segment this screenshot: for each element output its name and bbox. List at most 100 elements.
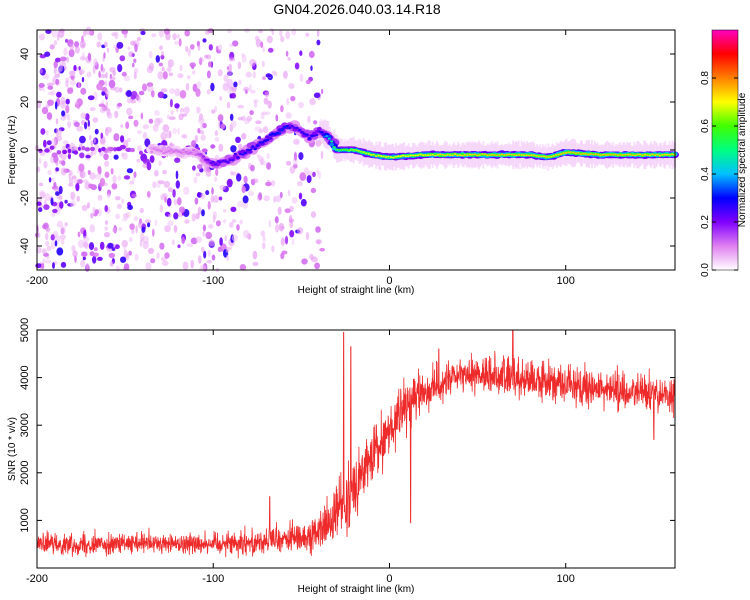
heatmap-ridge-cell xyxy=(342,148,346,151)
heatmap-noise-cell xyxy=(228,56,236,62)
heatmap-noise-cell xyxy=(140,232,145,241)
colorbar: 0.0 0.2 0.4 0.6 0.8 Normalized spectral ampl… xyxy=(700,29,748,277)
heatmap-noise-cell xyxy=(138,90,145,96)
heatmap-noise-cell xyxy=(104,160,110,167)
heatmap-noise-cell xyxy=(54,240,58,247)
heatmap-ridge-cell xyxy=(473,153,476,156)
heatmap-noise-cell xyxy=(86,71,92,78)
heatmap-ridge-cell xyxy=(424,154,427,156)
heatmap-noise-cell xyxy=(125,121,130,129)
heatmap-ridge-cell xyxy=(419,153,422,156)
heatmap-noise-cell xyxy=(126,98,132,104)
heatmap-noise-cell xyxy=(305,231,310,241)
heatmap-noise-cell xyxy=(291,28,297,36)
heatmap-noise-cell xyxy=(287,189,291,196)
heatmap-noise-cell xyxy=(285,160,292,166)
heatmap-noise-cell xyxy=(263,195,270,202)
heatmap-noise-cell xyxy=(38,148,43,153)
heatmap-ridge-cell xyxy=(436,153,439,156)
heatmap-noise-cell xyxy=(71,245,76,252)
heatmap-noise-cell xyxy=(252,261,259,266)
heatmap-noise-cell xyxy=(101,146,106,152)
heatmap-noise-cell xyxy=(87,95,95,101)
heatmap-noise-cell xyxy=(56,150,62,155)
heatmap-ridge-cell xyxy=(251,145,255,148)
heatmap-noise-cell xyxy=(207,249,211,257)
heatmap-ridge-cell xyxy=(456,154,459,157)
heatmap-noise-cell xyxy=(169,98,173,108)
heatmap-ridge-cell xyxy=(651,153,654,156)
heatmap-noise-cell xyxy=(109,261,114,267)
heatmap-noise-cell xyxy=(93,58,98,66)
x-tick-label: 100 xyxy=(557,275,575,287)
heatmap-noise-cell xyxy=(223,208,227,213)
heatmap-ridge-cell xyxy=(310,134,314,138)
heatmap-noise-cell xyxy=(155,55,160,63)
heatmap-noise-cell xyxy=(222,219,227,224)
heatmap-noise-cell xyxy=(103,52,106,59)
heatmap-noise-cell xyxy=(113,147,117,152)
heatmap-noise-cell xyxy=(51,177,55,182)
heatmap-noise-cell xyxy=(116,41,124,49)
heatmap-noise-cell xyxy=(191,213,196,222)
heatmap-noise-cell xyxy=(217,246,222,252)
heatmap-ridge-cell xyxy=(594,153,597,156)
heatmap-noise-cell xyxy=(274,216,279,224)
heatmap-noise-cell xyxy=(65,98,70,105)
heatmap-noise-cell xyxy=(59,195,63,201)
heatmap-ridge-cell xyxy=(246,148,250,151)
heatmap-ridge-cell xyxy=(182,148,186,151)
heatmap-noise-cell xyxy=(72,250,78,258)
heatmap-noise-cell xyxy=(105,100,109,110)
heatmap-noise-cell xyxy=(134,43,138,53)
heatmap-noise-cell xyxy=(97,32,103,41)
heatmap-noise-cell xyxy=(51,137,57,146)
heatmap-noise-cell xyxy=(52,208,58,214)
heatmap-ridge-cell xyxy=(411,154,415,157)
y-tick-label: 1000 xyxy=(19,508,31,532)
heatmap-noise-cell xyxy=(65,80,69,88)
heatmap-noise-cell xyxy=(79,40,86,49)
heatmap-noise-cell xyxy=(139,239,143,247)
heatmap-noise-cell xyxy=(184,105,190,115)
heatmap-noise-cell xyxy=(140,30,146,36)
heatmap-ridge-cell xyxy=(604,153,607,156)
heatmap-noise-cell xyxy=(133,216,139,221)
heatmap-noise-cell xyxy=(158,30,164,38)
heatmap-noise-cell xyxy=(175,180,180,189)
heatmap-noise-cell xyxy=(93,247,98,252)
heatmap-noise-cell xyxy=(261,60,265,68)
heatmap-ridge-cell xyxy=(485,154,489,156)
snr-series-line xyxy=(37,330,675,559)
heatmap-noise-cell xyxy=(201,246,205,253)
heatmap-ridge-cell xyxy=(510,153,513,156)
heatmap-noise-cell xyxy=(127,46,131,50)
heatmap-noise-cell xyxy=(77,231,81,238)
heatmap-noise-cell xyxy=(73,64,77,72)
heatmap-noise-cell xyxy=(142,132,148,140)
heatmap-noise-cell xyxy=(300,198,307,207)
heatmap-noise-cell xyxy=(168,130,172,139)
heatmap-noise-cell xyxy=(46,112,53,120)
heatmap-noise-cell xyxy=(217,69,223,77)
heatmap-noise-cell xyxy=(266,162,272,170)
heatmap-ridge-cell xyxy=(293,126,297,129)
heatmap-noise-cell xyxy=(108,146,114,152)
heatmap-noise-cell xyxy=(96,41,102,48)
heatmap-ridge-cell xyxy=(345,149,348,151)
heatmap-noise-cell xyxy=(157,91,165,99)
heatmap-noise-cell xyxy=(206,259,212,264)
y-tick-label: -20 xyxy=(19,190,31,206)
heatmap-noise-cell xyxy=(177,197,182,206)
heatmap-ridge-cell xyxy=(260,142,265,146)
heatmap-ridge-cell xyxy=(226,160,230,164)
heatmap-noise-cell xyxy=(115,213,120,220)
heatmap-noise-cell xyxy=(76,125,84,132)
heatmap-noise-cell xyxy=(285,50,289,57)
heatmap-noise-cell xyxy=(167,220,174,227)
heatmap-noise-cell xyxy=(73,176,78,185)
heatmap-noise-cell xyxy=(244,28,250,33)
heatmap-noise-cell xyxy=(73,150,79,155)
heatmap-ridge-cell xyxy=(616,154,620,156)
heatmap-noise-cell xyxy=(36,201,42,206)
